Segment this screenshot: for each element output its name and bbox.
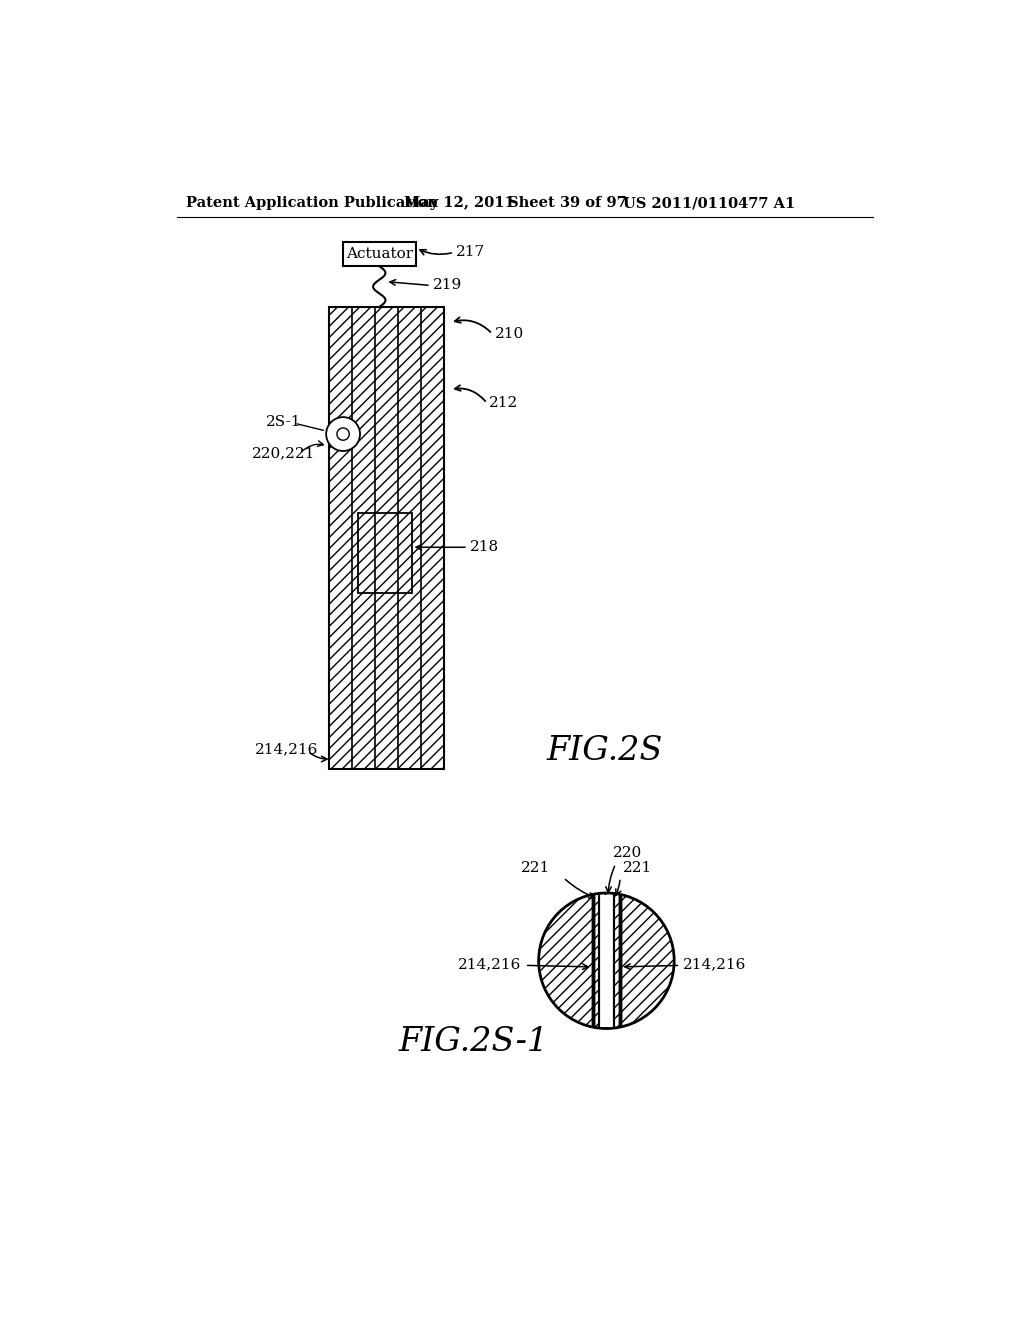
Text: US 2011/0110477 A1: US 2011/0110477 A1 bbox=[624, 197, 796, 210]
Text: 218: 218 bbox=[470, 540, 500, 554]
Bar bbox=[343, 242, 416, 267]
Text: May 12, 2011: May 12, 2011 bbox=[403, 197, 515, 210]
Bar bbox=[330, 308, 444, 770]
Text: Sheet 39 of 97: Sheet 39 of 97 bbox=[508, 197, 627, 210]
Text: 214,216: 214,216 bbox=[458, 957, 521, 972]
Text: 214,216: 214,216 bbox=[683, 957, 746, 972]
Text: 214,216: 214,216 bbox=[255, 743, 318, 756]
Text: 2S-1: 2S-1 bbox=[266, 414, 302, 429]
Text: 212: 212 bbox=[489, 396, 518, 411]
Text: 210: 210 bbox=[495, 327, 524, 341]
Text: 219: 219 bbox=[433, 279, 463, 293]
Text: Patent Application Publication: Patent Application Publication bbox=[186, 197, 438, 210]
Text: 221: 221 bbox=[624, 862, 652, 875]
Text: 220,221: 220,221 bbox=[252, 446, 315, 461]
Text: FIG.2S-1: FIG.2S-1 bbox=[398, 1027, 549, 1059]
Circle shape bbox=[337, 428, 349, 441]
Text: FIG.2S: FIG.2S bbox=[547, 735, 663, 767]
Text: 221: 221 bbox=[521, 862, 550, 875]
Circle shape bbox=[539, 892, 674, 1028]
Circle shape bbox=[326, 417, 360, 451]
Text: 220: 220 bbox=[612, 846, 642, 859]
Bar bbox=[357, 512, 412, 594]
Text: Actuator: Actuator bbox=[346, 247, 413, 261]
Bar bbox=[599, 895, 614, 1027]
Text: 217: 217 bbox=[457, 246, 485, 259]
